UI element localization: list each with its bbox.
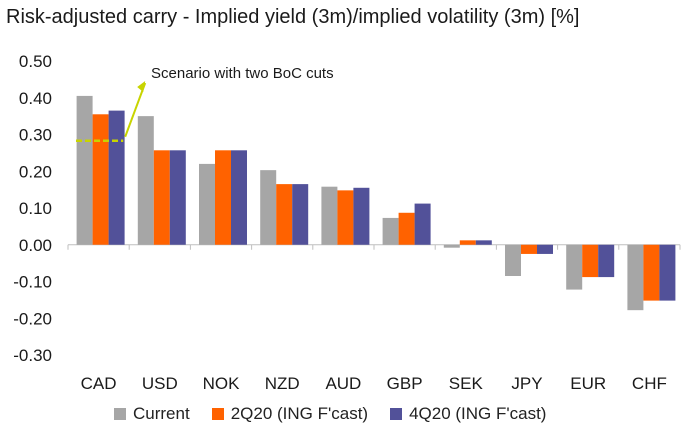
bar — [643, 244, 660, 301]
y-tick-label: 0.10 — [19, 199, 52, 218]
y-tick-label: 0.30 — [19, 126, 52, 145]
bar — [382, 217, 399, 245]
x-tick-label: EUR — [570, 374, 606, 393]
y-tick-label: -0.20 — [13, 309, 52, 328]
bar — [199, 163, 215, 245]
y-tick-label: 0.50 — [19, 52, 52, 71]
legend-label: 4Q20 (ING F'cast) — [409, 404, 547, 423]
y-tick-label: 0.00 — [19, 236, 52, 255]
bar — [292, 184, 309, 245]
legend-label: Current — [133, 404, 190, 423]
annotation-text: Scenario with two BoC cuts — [151, 65, 334, 82]
x-tick-label: SEK — [449, 374, 484, 393]
legend-item: Current — [114, 404, 190, 424]
bar — [398, 212, 415, 245]
y-tick-label: -0.30 — [13, 346, 52, 365]
bar — [598, 244, 615, 278]
bar — [459, 240, 476, 245]
legend-swatch — [114, 408, 126, 420]
bar — [537, 244, 553, 254]
x-tick-label: CHF — [632, 374, 667, 393]
bar — [215, 150, 231, 245]
bar — [169, 150, 186, 245]
x-tick-label: GBP — [387, 374, 423, 393]
legend-label: 2Q20 (ING F'cast) — [230, 404, 369, 423]
bar — [443, 244, 460, 248]
bar — [414, 203, 431, 245]
bar — [582, 244, 599, 278]
legend-item: 2Q20 (ING F'cast) — [211, 404, 369, 424]
bar — [566, 244, 583, 290]
bar — [276, 184, 293, 245]
bar — [337, 190, 354, 245]
chart-title: Risk-adjusted carry - Implied yield (3m)… — [6, 6, 580, 28]
bar — [153, 150, 170, 245]
annotation-arrow-line — [124, 82, 147, 138]
y-tick-label: 0.20 — [19, 162, 52, 181]
annotation-arrowhead — [137, 81, 146, 92]
legend-swatch — [390, 408, 403, 420]
bar — [137, 116, 154, 245]
x-tick-label: JPY — [511, 374, 542, 393]
bar — [76, 95, 93, 245]
x-tick-label: CAD — [81, 374, 117, 393]
x-tick-label: AUD — [325, 374, 361, 393]
bar — [521, 244, 537, 254]
legend-swatch — [211, 408, 224, 420]
bar — [92, 114, 109, 245]
legend-item: 4Q20 (ING F'cast) — [390, 404, 546, 424]
y-tick-label: -0.10 — [13, 273, 52, 292]
x-tick-label: NOK — [203, 374, 241, 393]
bar — [505, 244, 521, 276]
chart-legend: Current 2Q20 (ING F'cast) 4Q20 (ING F'cast… — [114, 404, 546, 424]
x-tick-label: USD — [142, 374, 178, 393]
bar — [260, 170, 277, 245]
x-tick-label: NZD — [265, 374, 300, 393]
y-tick-label: 0.40 — [19, 89, 52, 108]
bar — [475, 240, 492, 245]
bar — [627, 244, 644, 311]
bar — [108, 110, 125, 245]
bar — [231, 150, 247, 245]
bar — [659, 244, 676, 301]
bar — [353, 187, 370, 245]
bar — [321, 186, 338, 245]
